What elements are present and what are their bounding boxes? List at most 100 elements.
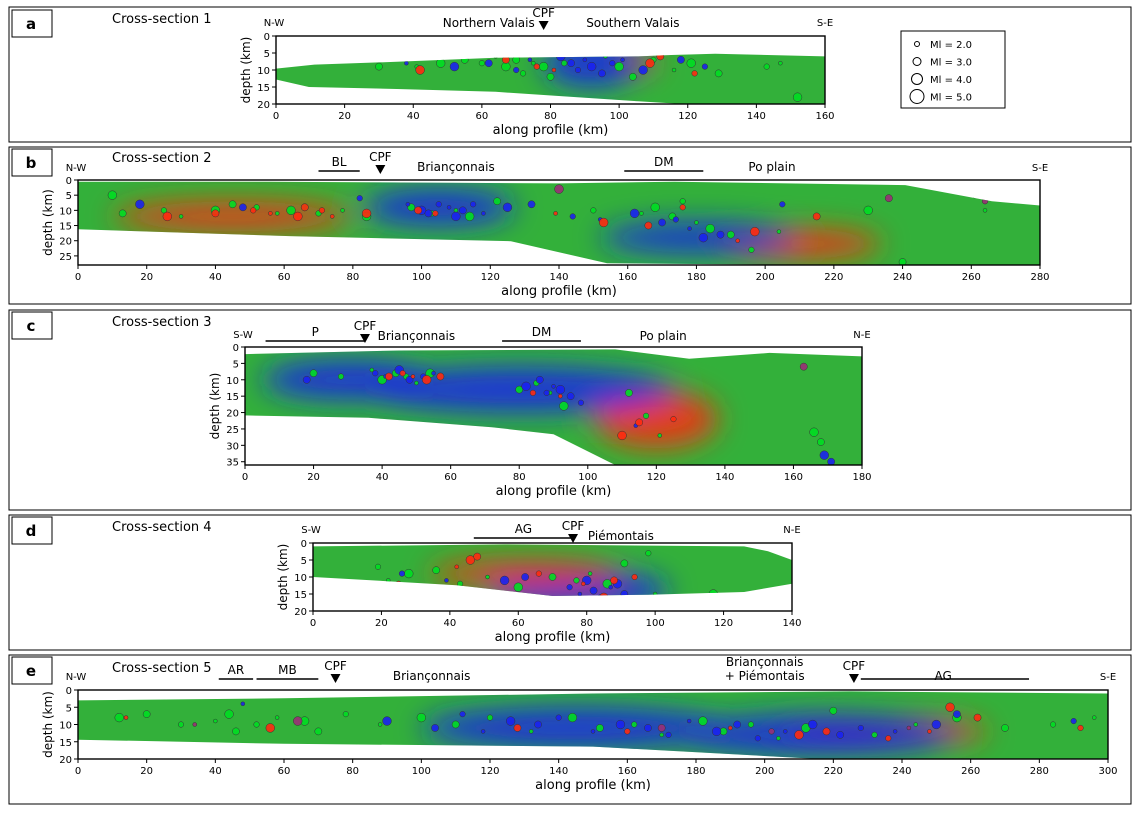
x-tick-label: 120 xyxy=(481,272,500,283)
cpf-label: CPF xyxy=(324,659,347,673)
event-point xyxy=(981,198,989,205)
event-point xyxy=(505,716,516,726)
event-point xyxy=(783,729,788,734)
event-point xyxy=(885,735,892,742)
y-tick-label: 35 xyxy=(226,458,239,469)
event-point xyxy=(1050,721,1057,728)
event-point xyxy=(473,552,482,561)
event-point xyxy=(650,202,660,212)
event-point xyxy=(107,190,118,200)
event-point xyxy=(416,712,426,723)
panel-b: b Cross-section 20 20 40 60 80 100 120 140 160 180… xyxy=(8,146,1132,305)
event-point xyxy=(458,206,467,215)
event-point xyxy=(778,60,783,66)
event-point xyxy=(484,59,493,68)
events xyxy=(107,184,989,265)
event-point xyxy=(367,53,377,62)
event-point xyxy=(485,574,490,580)
event-point xyxy=(446,205,452,210)
x-tick-label: 60 xyxy=(278,272,291,283)
profile-start-label: S-W xyxy=(301,525,321,536)
field-anomalies xyxy=(421,707,988,756)
event-point xyxy=(598,69,606,78)
event-point xyxy=(620,57,625,63)
unit-bar-label: AR xyxy=(228,663,245,677)
event-point xyxy=(493,54,498,59)
event-point xyxy=(192,722,197,727)
event-point xyxy=(748,246,755,253)
region-label: Briançonnais xyxy=(393,669,471,683)
event-point xyxy=(404,568,414,579)
x-tick-label: 140 xyxy=(549,272,568,283)
event-point xyxy=(405,202,411,207)
cpf-label: CPF xyxy=(843,659,866,673)
event-point xyxy=(971,192,978,199)
event-point xyxy=(610,576,618,585)
velocity-field xyxy=(78,691,1108,759)
event-point xyxy=(561,60,568,67)
y-tick-label: 0 xyxy=(66,686,72,697)
event-point xyxy=(114,712,124,723)
event-point xyxy=(614,61,624,72)
event-point xyxy=(645,550,652,557)
event-point xyxy=(410,374,416,379)
x-tick-label: 140 xyxy=(715,472,734,483)
event-point xyxy=(555,384,566,395)
y-tick-label: 15 xyxy=(257,83,270,94)
event-point xyxy=(708,589,718,596)
panel-label: a xyxy=(26,15,36,33)
event-point xyxy=(436,58,446,68)
y-tick-label: 20 xyxy=(59,237,72,248)
event-point xyxy=(569,213,576,220)
event-point xyxy=(687,226,692,231)
event-point xyxy=(380,39,384,43)
y-tick-label: 15 xyxy=(59,738,72,749)
profile-end-label: S-E xyxy=(1100,672,1116,683)
x-tick-label: 180 xyxy=(687,272,706,283)
event-point xyxy=(643,412,650,419)
y-tick-label: 5 xyxy=(66,191,72,202)
field-anomaly xyxy=(421,707,731,749)
event-point xyxy=(513,724,522,732)
event-point xyxy=(776,229,782,234)
region-label: Briançonnais xyxy=(378,329,456,343)
event-point xyxy=(776,736,781,741)
event-point xyxy=(457,580,464,587)
event-point xyxy=(431,370,436,376)
x-axis-label: along profile (km) xyxy=(493,123,609,138)
event-point xyxy=(714,69,723,78)
event-point xyxy=(451,211,461,222)
x-tick-label: 280 xyxy=(1030,272,1049,283)
x-tick-label: 60 xyxy=(512,618,525,629)
y-tick-label: 0 xyxy=(301,539,307,550)
event-point xyxy=(871,731,878,738)
event-point xyxy=(599,217,609,228)
panel-label-box xyxy=(11,656,53,685)
event-point xyxy=(432,566,441,575)
event-point xyxy=(566,392,575,401)
x-tick-label: 120 xyxy=(714,618,733,629)
event-point xyxy=(520,70,527,77)
event-point xyxy=(635,418,644,427)
event-point xyxy=(554,184,564,194)
event-point xyxy=(436,372,445,381)
event-point xyxy=(829,706,838,715)
velocity-field xyxy=(276,53,825,104)
event-point xyxy=(587,571,593,576)
panel-label: b xyxy=(26,154,37,172)
x-tick-label: 120 xyxy=(678,111,697,122)
x-tick-label: 20 xyxy=(307,472,320,483)
region-label: Piémontais xyxy=(588,529,654,543)
event-point xyxy=(369,367,375,373)
event-point xyxy=(302,375,311,384)
field-anomaly xyxy=(678,714,954,756)
event-point xyxy=(809,427,819,437)
event-point xyxy=(574,66,582,74)
event-point xyxy=(779,201,786,208)
event-point xyxy=(686,718,692,724)
y-tick-label: 25 xyxy=(226,425,239,436)
unit-bar-label: DM xyxy=(532,325,552,339)
event-point xyxy=(691,70,698,77)
event-point xyxy=(329,214,335,219)
event-point xyxy=(589,586,598,595)
